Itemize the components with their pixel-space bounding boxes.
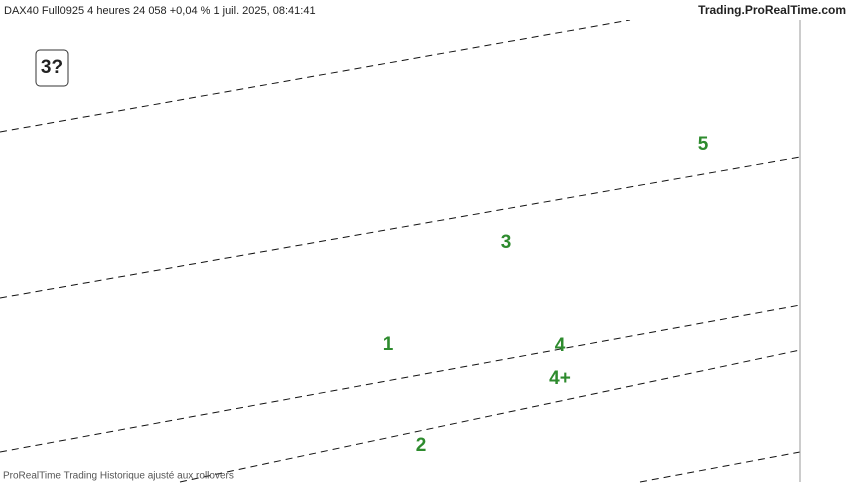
channel-line <box>179 349 801 483</box>
annotation: 4 <box>555 335 566 356</box>
annotation: 3? <box>41 57 63 78</box>
annotation-box <box>35 49 69 87</box>
channel-line <box>0 304 801 453</box>
source: Trading.ProRealTime.com <box>698 3 846 17</box>
header <box>0 0 850 20</box>
annotation: 2 <box>416 435 427 456</box>
annotation: 5 <box>698 134 709 155</box>
annotation: 1 <box>383 334 394 355</box>
chart-title: DAX40 Full0925 4 heures 24 058 +0,04 % 1… <box>4 5 316 17</box>
footer: ProRealTime Trading Historique ajusté au… <box>3 471 234 482</box>
channel-line <box>0 156 801 299</box>
y-axis-area <box>800 20 850 482</box>
channel-line <box>0 19 631 133</box>
channel-lines <box>0 19 801 483</box>
annotation: 3 <box>501 232 512 253</box>
channel-line <box>639 451 801 483</box>
annotation: 4+ <box>549 368 571 389</box>
